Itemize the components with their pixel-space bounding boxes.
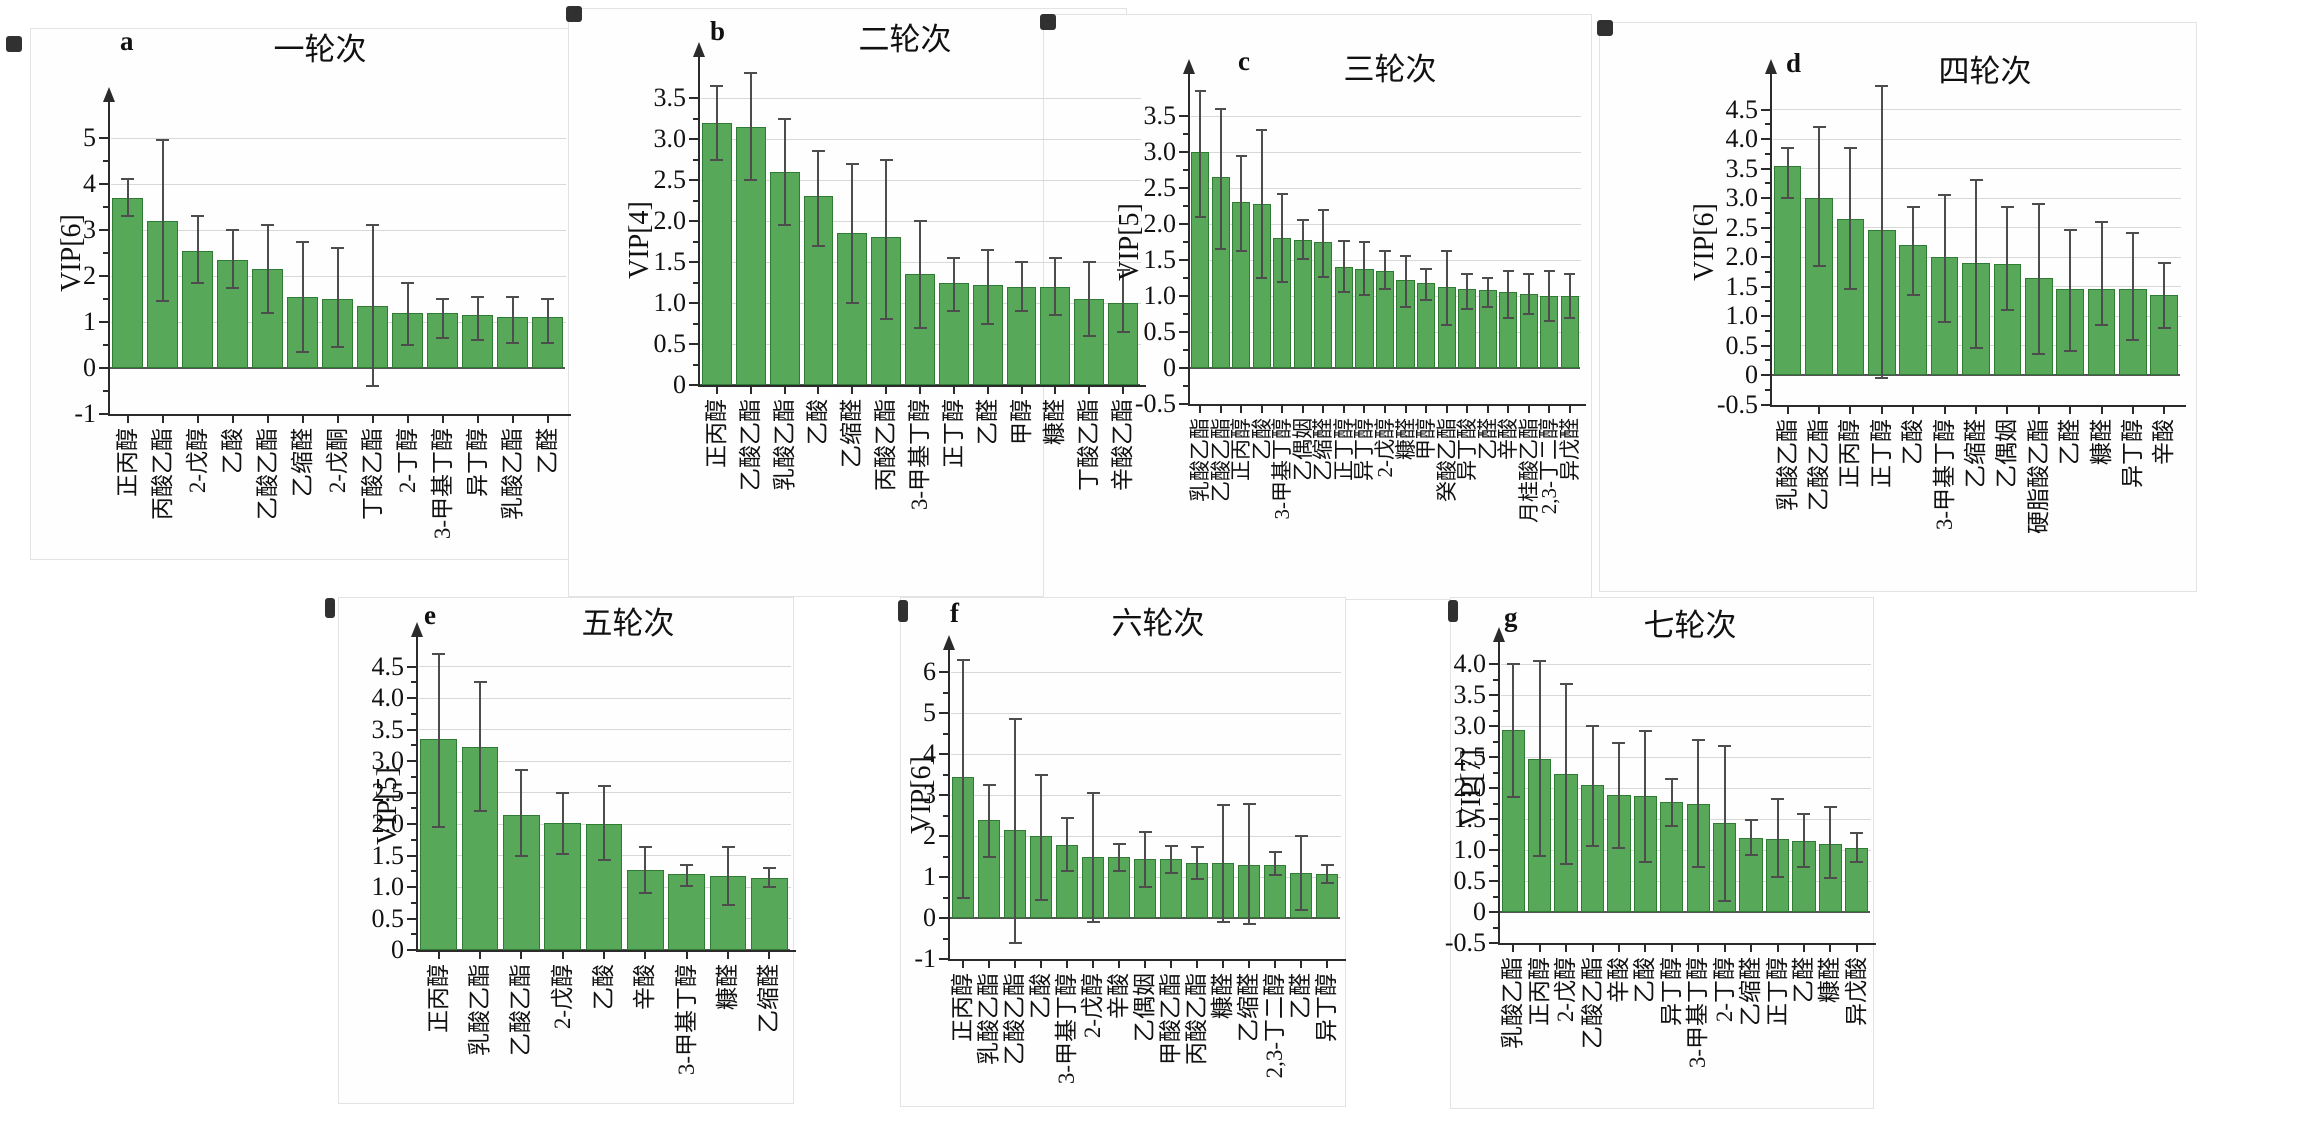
scan-artifact [1597, 20, 1613, 36]
panel-frame-d [1599, 22, 2197, 592]
scan-artifact [1040, 14, 1056, 30]
panel-letter-d: d [1786, 48, 1802, 78]
panel-title-g: 七轮次 [1643, 608, 1737, 643]
scan-artifact [566, 6, 582, 22]
panel-frame-f [900, 597, 1346, 1107]
panel-frame-g [1450, 597, 1874, 1109]
scan-artifact [898, 600, 908, 622]
panel-frame-e [338, 597, 794, 1104]
panel-letter-b: b [710, 16, 726, 46]
panel-title-b: 二轮次 [858, 22, 952, 57]
scan-artifact [6, 36, 22, 52]
scan-artifact [325, 598, 335, 618]
scan-artifact [1448, 600, 1458, 622]
panel-frame-c [1043, 14, 1592, 600]
y-axis-title-text: VIP[5] [1114, 203, 1145, 281]
panel-title-d: 四轮次 [1938, 54, 2032, 89]
panel-letter-e: e [424, 600, 436, 630]
panel-letter-g: g [1504, 602, 1518, 632]
y-axis-title-text: VIP[6] [1689, 203, 1720, 281]
panel-title-c: 三轮次 [1343, 52, 1437, 87]
panel-title-e: 五轮次 [581, 606, 675, 641]
panel-title-f: 六轮次 [1111, 606, 1205, 641]
panel-frame-a [30, 28, 572, 560]
y-axis-title-text: VIP[6] [56, 214, 87, 292]
y-axis-title-text: VIP[7] [1456, 749, 1487, 827]
panel-letter-f: f [950, 598, 959, 628]
y-axis-title-text: VIP[5] [372, 767, 403, 845]
panel-letter-c: c [1238, 46, 1250, 76]
panel-title-a: 一轮次 [273, 32, 367, 67]
y-axis-title-text: VIP[4] [624, 201, 655, 279]
panel-letter-a: a [120, 26, 134, 56]
y-axis-title-text: VIP[6] [906, 756, 937, 834]
